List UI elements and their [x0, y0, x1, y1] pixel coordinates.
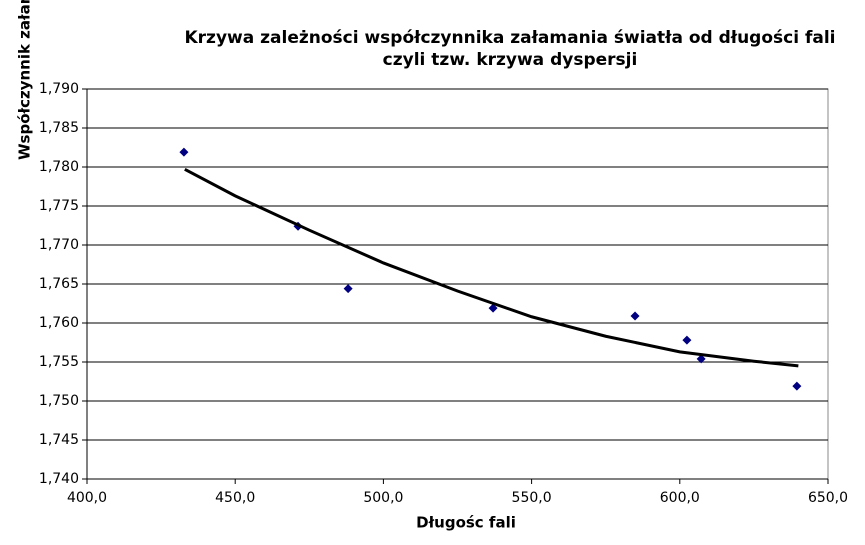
- data-point: [682, 335, 692, 345]
- y-tick-label: 1,750: [39, 393, 79, 409]
- y-axis-label: Współczynnik załamania: [16, 0, 34, 160]
- y-tick-label: 1,775: [39, 198, 79, 214]
- data-point: [792, 381, 802, 391]
- x-tick-label: 650,0: [808, 490, 848, 506]
- x-tick-label: 400,0: [67, 490, 107, 506]
- data-point: [179, 147, 189, 157]
- x-tick-label: 600,0: [660, 490, 700, 506]
- data-point: [488, 303, 498, 313]
- y-tick-label: 1,755: [39, 354, 79, 370]
- y-tick-label: 1,760: [39, 315, 79, 331]
- y-tick-label: 1,745: [39, 432, 79, 448]
- data-point: [630, 311, 640, 321]
- x-tick-label: 500,0: [363, 490, 403, 506]
- data-point: [343, 284, 353, 294]
- y-tick-label: 1,790: [39, 81, 79, 97]
- trend-line: [184, 168, 799, 368]
- y-tick-label: 1,765: [39, 276, 79, 292]
- x-tick-label: 450,0: [215, 490, 255, 506]
- chart-title: czyli tzw. krzywa dyspersji: [383, 50, 638, 70]
- y-tick-label: 1,780: [39, 159, 79, 175]
- y-tick-label: 1,770: [39, 237, 79, 253]
- y-tick-label: 1,785: [39, 120, 79, 136]
- chart-title: Krzywa zależności współczynnika załamani…: [185, 28, 836, 48]
- data-point: [696, 354, 706, 364]
- x-axis-label: Długośc fali: [416, 514, 516, 532]
- x-tick-label: 550,0: [512, 490, 552, 506]
- y-tick-label: 1,740: [39, 471, 79, 487]
